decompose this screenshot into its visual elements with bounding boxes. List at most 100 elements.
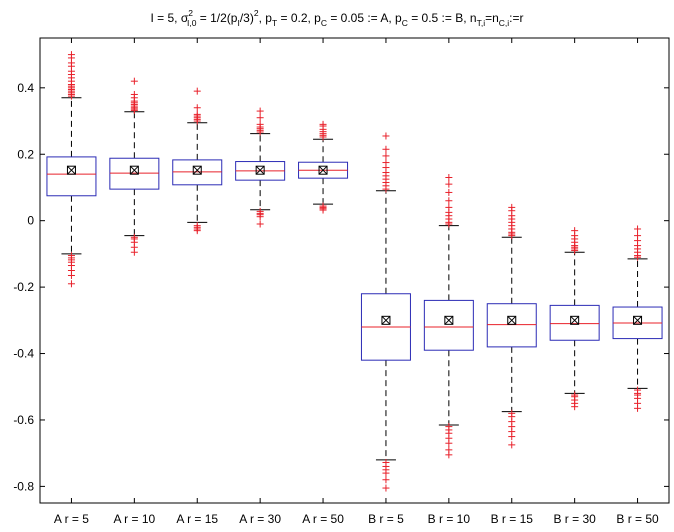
title-text: /3) (240, 11, 254, 25)
box-iqr (486, 303, 537, 348)
mean-marker-diag (570, 315, 580, 325)
mean-marker (507, 315, 517, 325)
box-iqr (46, 156, 97, 197)
outlier-point (382, 159, 390, 167)
title-text: :=r (509, 11, 523, 25)
x-tick-label: B r = 5 (368, 512, 404, 526)
mean-marker (66, 165, 76, 175)
outlier-point (382, 476, 390, 484)
outlier-point (571, 227, 579, 235)
outlier-point (256, 107, 264, 115)
outlier-point (193, 104, 201, 112)
outlier-point (193, 87, 201, 95)
mean-marker (570, 315, 580, 325)
outlier-point (634, 225, 642, 233)
box-0 (46, 51, 97, 288)
x-tick-label: A r = 50 (302, 512, 344, 526)
mean-marker-diag (67, 165, 76, 175)
outlier-point (256, 213, 264, 221)
title-c-subscript: C (321, 18, 327, 28)
title-text: =n (485, 11, 499, 25)
x-tick-label: B r = 10 (428, 512, 471, 526)
mean-marker (633, 315, 643, 325)
mean-marker (192, 165, 202, 175)
box-8 (549, 227, 600, 411)
title-text: = 0.2, p (277, 11, 321, 25)
mean-marker-diag (507, 315, 517, 325)
box-7 (486, 203, 537, 449)
mean-marker-diag (255, 165, 265, 175)
title-c-subscript: C (402, 18, 408, 28)
box-iqr (549, 304, 600, 341)
x-axis: A r = 5 A r = 10 A r = 15 A r = 30 A r = 50 B… (54, 38, 659, 526)
mean-marker (255, 165, 265, 175)
y-tick-label: 0.4 (17, 81, 34, 95)
title-sigma-superscript: 2 (188, 8, 193, 18)
outlier-point (382, 484, 390, 492)
title-text: = 0.05 := A, p (327, 11, 402, 25)
outlier-point (130, 90, 138, 98)
outlier-point (319, 120, 327, 128)
title-n-subscript: T,i (477, 18, 486, 28)
box-2 (172, 87, 223, 235)
x-tick-label: A r = 10 (113, 512, 155, 526)
y-tick-label: -0.6 (13, 413, 34, 427)
box-6 (423, 174, 474, 459)
y-tick-label: 0 (27, 214, 34, 228)
title-text: = 1/2(p (196, 11, 237, 25)
x-tick-label: A r = 15 (176, 512, 218, 526)
title-text: I = 5, (150, 11, 180, 25)
mean-marker-diag (192, 165, 202, 175)
outlier-point (130, 77, 138, 85)
outlier-point (256, 114, 264, 122)
y-tick-label: -0.2 (13, 280, 34, 294)
mean-marker (129, 165, 139, 175)
title-p-subscript: I (237, 18, 239, 28)
outlier-point (508, 441, 516, 449)
outlier-point (634, 232, 642, 240)
box-4 (298, 120, 349, 214)
title-sigma: σ (181, 11, 189, 25)
box-3 (235, 107, 286, 228)
y-axis: 0.4 0.2 0 -0.2 -0.4 -0.6 -0.8 (13, 81, 669, 493)
y-tick-label: 0.2 (17, 147, 34, 161)
outlier-point (445, 439, 453, 447)
x-tick-label: A r = 5 (54, 512, 89, 526)
chart-title: I = 5, σ2 I,0 = 1/2(pI/3)2, pT = 0.2, pC … (150, 8, 523, 28)
mean-marker-diag (444, 315, 454, 325)
outlier-point (67, 271, 75, 279)
outlier-point (445, 451, 453, 459)
outlier-point (256, 120, 264, 128)
outlier-point (445, 188, 453, 196)
title-sigma-subscript: I,0 (187, 18, 197, 28)
title-text: , p (259, 11, 273, 25)
outlier-point (193, 110, 201, 118)
mean-marker-diag (381, 315, 391, 325)
title-t-subscript: T (272, 18, 277, 28)
mean-marker (318, 165, 328, 175)
box-9 (612, 225, 663, 412)
x-tick-label: B r = 50 (616, 512, 659, 526)
mean-marker-diag (633, 315, 642, 325)
outlier-point (382, 469, 390, 477)
title-text: = 0.5 := B, n (408, 11, 477, 25)
outlier-point (382, 152, 390, 160)
outlier-point (445, 203, 453, 211)
outlier-point (445, 180, 453, 188)
plot-area-frame (39, 37, 670, 504)
mean-marker (444, 315, 454, 325)
box-1 (109, 77, 160, 256)
outlier-point (382, 145, 390, 153)
mean-marker-diag (129, 165, 139, 175)
outlier-point (508, 203, 516, 211)
outlier-point (193, 227, 201, 235)
outlier-point (319, 206, 327, 214)
x-tick-label: B r = 15 (491, 512, 534, 526)
x-tick-label: B r = 30 (553, 512, 596, 526)
outlier-point (634, 404, 642, 412)
outlier-point (508, 433, 516, 441)
outlier-point (445, 174, 453, 181)
outlier-point (67, 51, 75, 59)
box-series (46, 51, 663, 492)
